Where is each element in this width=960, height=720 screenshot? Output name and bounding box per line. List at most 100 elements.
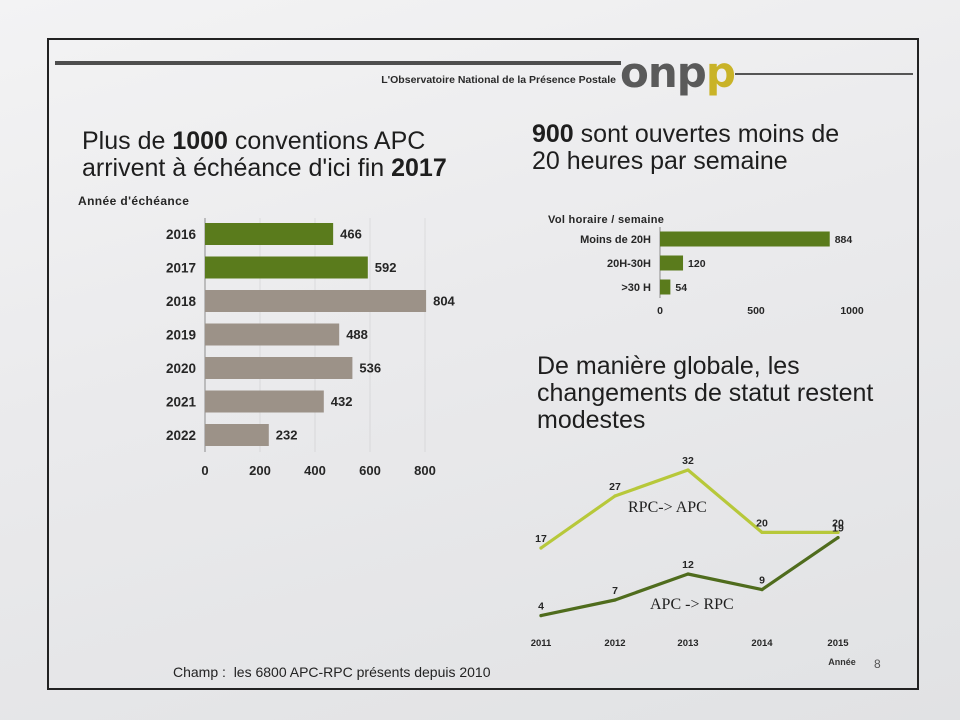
year-tick-2014: 2014 [751,638,773,649]
year-tick-2012: 2012 [604,638,625,649]
deadline-value-label-2016: 466 [340,227,362,242]
data-point-rpc-apc-2015 [836,530,840,535]
header-rule-left [55,61,621,65]
deadline-category-label-2017: 2017 [166,260,196,275]
deadline-value-label-2022: 232 [276,428,298,443]
deadline-bar-2020 [205,357,353,379]
deadline-value-label-2018: 804 [433,294,455,309]
expiry-headline-line-1: Plus de 1000 conventions APC [82,128,447,155]
data-label-rpc-apc-2011: 17 [535,533,547,545]
status-change-headline-line-3: modestes [537,406,646,434]
page-number: 8 [874,657,881,671]
hours-bar-30-h [660,279,671,295]
hours-bar-moins-de-20h [660,231,830,247]
headline-number: 900 [532,120,574,148]
hours-axis-title: Vol horaire / semaine [548,214,664,226]
deadline-value-label-2017: 592 [375,260,397,275]
expiry-headline-line-2: arrivent à échéance d'ici fin 2017 [82,155,447,182]
hours-value-label-moins-de-20h: 884 [835,234,853,246]
deadline-bar-2017 [205,256,368,279]
data-label-apc-rpc-2012: 7 [612,585,618,597]
data-label-apc-rpc-2015: 19 [832,523,844,535]
header-rule-right [735,73,913,75]
hours-value-label-30-h: 54 [675,282,687,294]
hours-category-label-30-h: >30 H [621,282,651,294]
deadline-category-label-2016: 2016 [166,227,197,242]
expiry-headline: Plus de 1000 conventions APC arrivent à … [82,128,447,182]
data-point-apc-rpc-2011 [539,614,543,618]
data-label-apc-rpc-2011: 4 [538,601,544,613]
deadline-value-label-2019: 488 [346,327,368,342]
data-label-apc-rpc-2014: 9 [759,575,765,587]
slide-frame [47,38,919,690]
series-name-rpc-apc: RPC-> APC [628,499,707,516]
deadline-category-label-2020: 2020 [166,361,196,376]
status-change-line-chart: 17 27 32 20 20 RPC-> APC 4 7 12 9 19 APC -> RPC 2011… [531,455,856,667]
series-apc-rpc: 4 7 12 9 19 APC -> RPC [538,523,844,618]
data-point-rpc-apc-2014 [760,530,764,535]
data-label-rpc-apc-2013: 32 [682,455,694,467]
data-label-rpc-apc-2015: 20 [832,517,844,529]
year-tick-2013: 2013 [677,638,698,649]
deadline-category-label-2022: 2022 [166,428,196,443]
data-label-rpc-apc-2014: 20 [756,517,768,529]
data-label-rpc-apc-2012: 27 [609,481,621,493]
headline-text: arrivent à échéance d'ici fin [82,154,392,182]
logo-accent-letter: p [705,48,736,97]
scope-footnote: Champ : les 6800 APC-RPC présents depuis… [173,664,491,680]
opening-hours-headline-line-2: 20 heures par semaine [532,147,788,175]
hours-value-label-20h-30h: 120 [688,258,706,270]
headline-text: Plus de [82,127,173,155]
hours-tick-label-1000: 1000 [840,305,864,317]
onpp-logo: onpp [620,52,736,94]
deadline-tick-label-400: 400 [304,463,326,478]
observatory-name: L'Observatoire National de la Présence P… [381,74,616,86]
x-axis-title: Année [828,657,856,667]
deadline-category-label-2019: 2019 [166,327,196,342]
deadline-tick-label-0: 0 [201,463,208,478]
weekly-hours-bar-chart: Vol horaire / semaine Moins de 20H 884 20H-… [548,214,864,317]
hours-category-label-moins-de-20h: Moins de 20H [580,234,651,246]
data-point-apc-rpc-2013 [686,572,690,576]
hours-tick-label-500: 500 [747,305,765,317]
series-name-apc-rpc: APC -> RPC [650,596,734,613]
deadline-tick-label-600: 600 [359,463,381,478]
data-point-apc-rpc-2015 [836,536,840,540]
deadline-bar-2021 [205,390,324,413]
hours-bar-20h-30h [660,255,684,271]
year-tick-2015: 2015 [827,638,849,649]
hours-category-label-20h-30h: 20H-30H [607,258,651,270]
deadline-axis-title: Année d'échéance [78,194,189,208]
deadline-value-label-2020: 536 [359,361,381,376]
deadline-bar-2019 [205,323,340,346]
data-point-rpc-apc-2012 [613,494,617,498]
opening-hours-headline: 900 sont ouvertes moins de 20 heures par… [532,121,839,175]
deadline-bar-2018 [205,290,427,312]
headline-number: 1000 [172,127,228,155]
status-change-headline-line-1: De manière globale, les [537,352,800,380]
deadline-category-label-2021: 2021 [166,394,197,409]
data-point-apc-rpc-2012 [613,598,617,602]
opening-hours-headline-line-1: 900 sont ouvertes moins de [532,121,839,148]
deadline-tick-label-800: 800 [414,463,436,478]
year-tick-2011: 2011 [531,638,552,649]
data-point-rpc-apc-2013 [686,468,690,472]
deadline-value-label-2021: 432 [331,394,353,409]
data-point-rpc-apc-2011 [539,546,543,550]
logo-main-letters: onp [620,48,707,97]
data-point-apc-rpc-2014 [760,588,764,592]
deadline-tick-label-200: 200 [249,463,271,478]
status-change-headline: De manière globale, les changements de s… [537,353,873,434]
headline-text: sont ouvertes moins de [573,120,840,148]
deadline-bar-2022 [205,424,269,446]
status-change-headline-line-2: changements de statut restent [537,379,874,407]
deadline-year-bar-chart: Année d'échéance 2016 466 2017 592 2018 804 201… [78,194,456,478]
deadline-bar-2016 [205,223,334,245]
headline-text: conventions APC [227,127,426,155]
data-label-apc-rpc-2013: 12 [682,559,694,571]
deadline-category-label-2018: 2018 [166,294,197,309]
series-rpc-apc: 17 27 32 20 20 RPC-> APC [535,455,844,550]
headline-number: 2017 [391,154,447,182]
hours-tick-label-0: 0 [657,305,663,317]
